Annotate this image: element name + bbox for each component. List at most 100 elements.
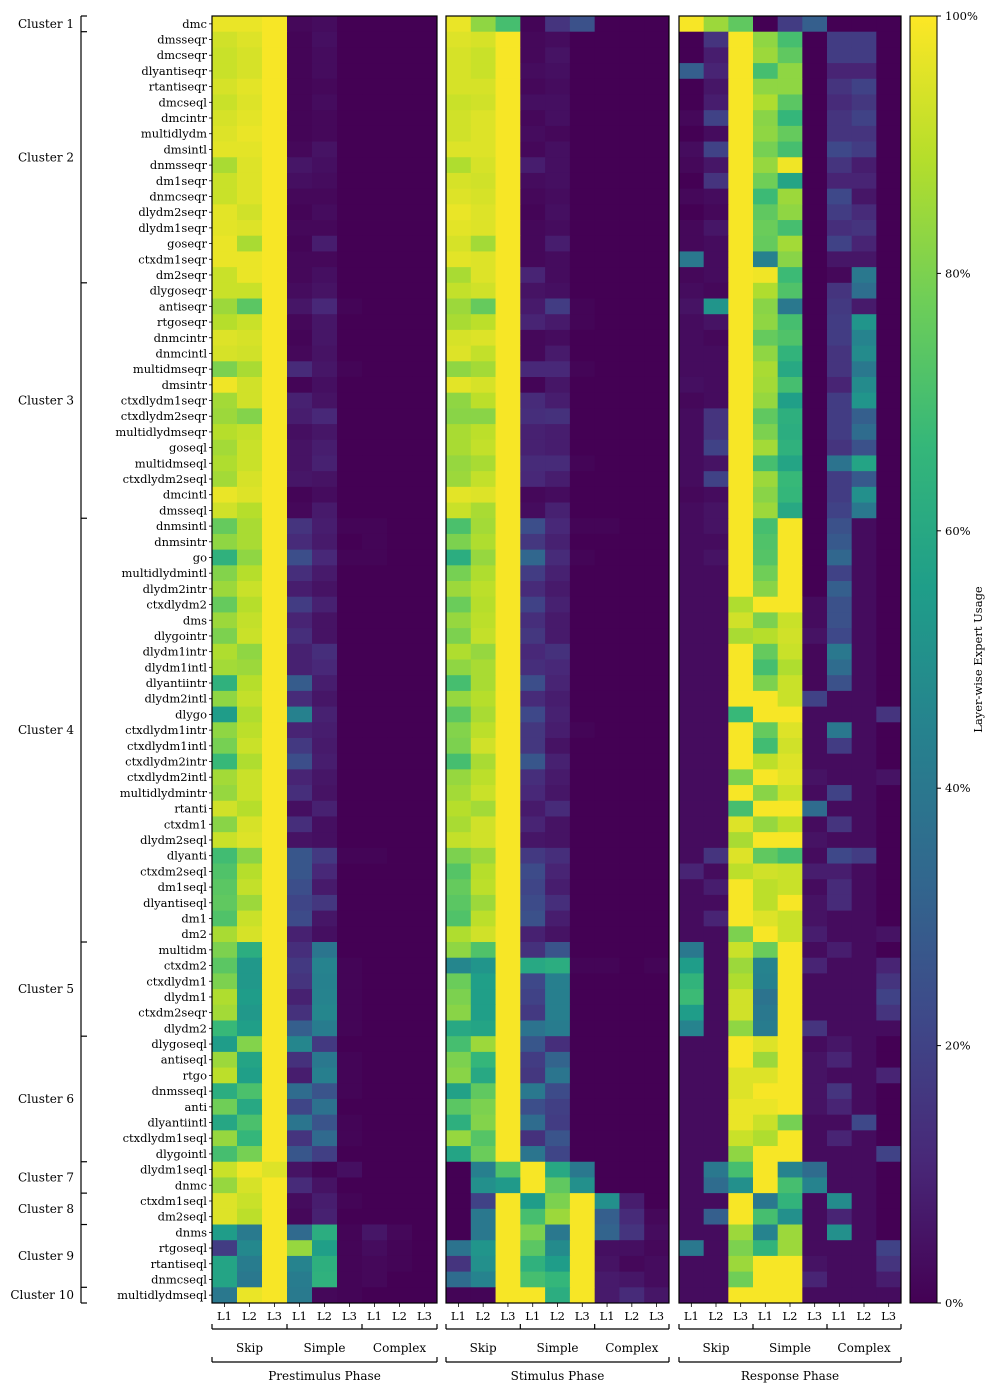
heatmap-cell bbox=[287, 863, 313, 880]
heatmap-cell bbox=[387, 847, 413, 864]
heatmap-cell bbox=[728, 110, 754, 127]
task-label: dnmsintl bbox=[156, 519, 207, 533]
heatmap-cell bbox=[337, 110, 363, 127]
heatmap-cell bbox=[262, 581, 288, 598]
heatmap-cell bbox=[851, 157, 877, 174]
heatmap-cell bbox=[827, 157, 853, 174]
heatmap-cell bbox=[387, 1224, 413, 1241]
heatmap-cell bbox=[337, 1240, 363, 1257]
heatmap-cell bbox=[876, 628, 902, 645]
heatmap-cell bbox=[594, 737, 620, 755]
heatmap-cell bbox=[679, 628, 705, 645]
heatmap-cell bbox=[262, 690, 288, 707]
heatmap-cell bbox=[470, 581, 496, 598]
heatmap-cell bbox=[337, 926, 363, 943]
heatmap-cell bbox=[312, 424, 338, 441]
heatmap-cell bbox=[827, 1208, 853, 1225]
heatmap-cell bbox=[287, 345, 313, 362]
heatmap-cell bbox=[412, 125, 438, 142]
heatmap-cell bbox=[446, 267, 472, 284]
heatmap-cell bbox=[679, 220, 705, 237]
heatmap-cell bbox=[703, 942, 729, 959]
heatmap-cell bbox=[644, 518, 670, 535]
heatmap-cell bbox=[520, 1130, 546, 1147]
heatmap-cell bbox=[212, 376, 238, 394]
task-label: dnmcseqr bbox=[149, 189, 207, 203]
heatmap-cell bbox=[412, 565, 438, 582]
heatmap-cell bbox=[470, 172, 496, 190]
heatmap-cell bbox=[262, 518, 288, 535]
heatmap-cell bbox=[679, 376, 705, 394]
heatmap-cell bbox=[619, 926, 645, 943]
heatmap-cell bbox=[287, 847, 313, 864]
heatmap-cell bbox=[237, 157, 263, 174]
heatmap-cell bbox=[495, 1146, 521, 1163]
heatmap-cell bbox=[679, 1271, 705, 1288]
cluster-label: Cluster 10 bbox=[10, 1288, 74, 1302]
heatmap-cell bbox=[594, 894, 620, 912]
heatmap-cell bbox=[470, 1208, 496, 1225]
heatmap-cell bbox=[312, 957, 338, 974]
heatmap-cell bbox=[777, 31, 803, 48]
heatmap-cell bbox=[851, 549, 877, 566]
heatmap-cell bbox=[262, 785, 288, 802]
heatmap-cell bbox=[287, 753, 313, 770]
heatmap-cell bbox=[545, 533, 571, 551]
expert-group-label: Simple bbox=[303, 1341, 345, 1355]
heatmap-cell bbox=[728, 31, 754, 48]
heatmap-cell bbox=[644, 1083, 670, 1100]
heatmap-cell bbox=[412, 1130, 438, 1147]
heatmap-cell bbox=[362, 596, 388, 613]
heatmap-cell bbox=[827, 329, 853, 346]
heatmap-cell bbox=[337, 392, 363, 409]
expert-group-label: Skip bbox=[236, 1341, 263, 1355]
heatmap-cell bbox=[387, 486, 413, 503]
heatmap-cell bbox=[802, 659, 828, 676]
heatmap-cell bbox=[520, 973, 546, 990]
heatmap-cell bbox=[495, 879, 521, 896]
heatmap-cell bbox=[644, 486, 670, 503]
heatmap-cell bbox=[470, 78, 496, 95]
heatmap-cell bbox=[619, 675, 645, 692]
heatmap-cell bbox=[545, 314, 571, 331]
heatmap-cell bbox=[470, 157, 496, 174]
heatmap-cell bbox=[495, 220, 521, 237]
heatmap-cell bbox=[619, 408, 645, 425]
heatmap-cell bbox=[728, 1083, 754, 1100]
heatmap-cell bbox=[312, 1255, 338, 1273]
task-label: ctxdm2 bbox=[164, 959, 207, 973]
heatmap-cell bbox=[644, 31, 670, 48]
heatmap-cell bbox=[876, 1271, 902, 1288]
heatmap-cell bbox=[876, 408, 902, 425]
heatmap-cell bbox=[802, 1098, 828, 1116]
heatmap-cell bbox=[362, 1208, 388, 1225]
heatmap-cell bbox=[644, 63, 670, 80]
heatmap-cell bbox=[446, 141, 472, 158]
heatmap-cell bbox=[777, 847, 803, 864]
heatmap-cell bbox=[337, 1287, 363, 1304]
heatmap-cell bbox=[495, 502, 521, 519]
heatmap-cell bbox=[545, 1036, 571, 1053]
heatmap-cell bbox=[262, 612, 288, 629]
heatmap-cell bbox=[312, 110, 338, 127]
heatmap-cell bbox=[287, 125, 313, 142]
heatmap-cell bbox=[679, 1036, 705, 1053]
heatmap-cell bbox=[594, 1161, 620, 1178]
heatmap-cell bbox=[728, 47, 754, 64]
task-label: rtanti bbox=[174, 802, 207, 816]
heatmap-cell bbox=[495, 894, 521, 912]
heatmap-cell bbox=[802, 267, 828, 284]
heatmap-cell bbox=[287, 1098, 313, 1116]
heatmap-cell bbox=[337, 1177, 363, 1194]
heatmap-cell bbox=[287, 439, 313, 456]
heatmap-cell bbox=[827, 533, 853, 551]
heatmap-cell bbox=[569, 659, 596, 676]
heatmap-cell bbox=[287, 596, 313, 613]
heatmap-cell bbox=[495, 298, 521, 315]
heatmap-cell bbox=[387, 1051, 413, 1068]
heatmap-cell bbox=[679, 314, 705, 331]
heatmap-cell bbox=[362, 16, 388, 33]
heatmap-cell bbox=[387, 329, 413, 346]
heatmap-cell bbox=[520, 1098, 546, 1116]
heatmap-cell bbox=[237, 1161, 263, 1178]
